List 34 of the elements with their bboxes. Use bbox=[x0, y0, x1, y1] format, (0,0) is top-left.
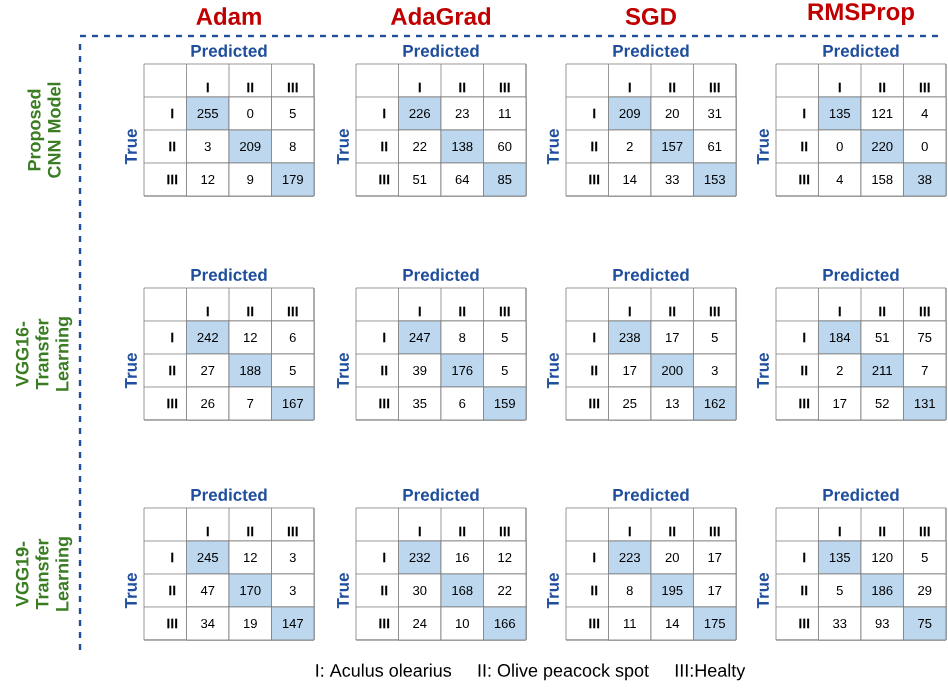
x-axis-title: Predicted bbox=[823, 268, 899, 281]
x-axis-title: Predicted bbox=[403, 44, 479, 57]
text: II: Olive peacock spot bbox=[478, 663, 649, 681]
y-axis-title: True bbox=[125, 573, 137, 609]
x-axis-title: Predicted bbox=[191, 44, 267, 57]
x-axis-title: Predicted bbox=[191, 488, 267, 501]
text: III:Healty bbox=[675, 663, 746, 681]
y-axis-title: True bbox=[757, 353, 769, 389]
x-axis-title: Predicted bbox=[613, 44, 689, 57]
x-axis-title: Predicted bbox=[191, 268, 267, 281]
y-axis-title: True bbox=[547, 573, 559, 609]
x-axis-title: Predicted bbox=[403, 488, 479, 501]
text: VGG16-Transfer Learning bbox=[15, 317, 73, 391]
chart-title: RMSProp bbox=[808, 3, 914, 25]
chart-title: SGD bbox=[625, 7, 676, 25]
chart-title: Adam bbox=[196, 7, 261, 25]
chart-title: AdaGrad bbox=[390, 7, 491, 25]
x-axis-title: Predicted bbox=[613, 268, 689, 281]
y-axis-title: True bbox=[757, 129, 769, 165]
y-axis-title: True bbox=[757, 573, 769, 609]
x-axis-title: Predicted bbox=[823, 488, 899, 501]
y-axis-title: True bbox=[337, 353, 349, 389]
y-axis-title: True bbox=[547, 129, 559, 165]
y-axis-title: True bbox=[125, 353, 137, 389]
y-axis-title: True bbox=[337, 573, 349, 609]
text: I: Aculus olearius bbox=[316, 663, 452, 677]
text: VGG19-Transfer Learning bbox=[15, 537, 73, 611]
x-axis-title: Predicted bbox=[403, 268, 479, 281]
y-axis-title: True bbox=[547, 353, 559, 389]
x-axis-title: Predicted bbox=[613, 488, 689, 501]
y-axis-title: True bbox=[125, 129, 137, 165]
y-axis-title: True bbox=[337, 129, 349, 165]
x-axis-title: Predicted bbox=[823, 44, 899, 57]
text: Proposed CNN Model bbox=[27, 82, 61, 178]
